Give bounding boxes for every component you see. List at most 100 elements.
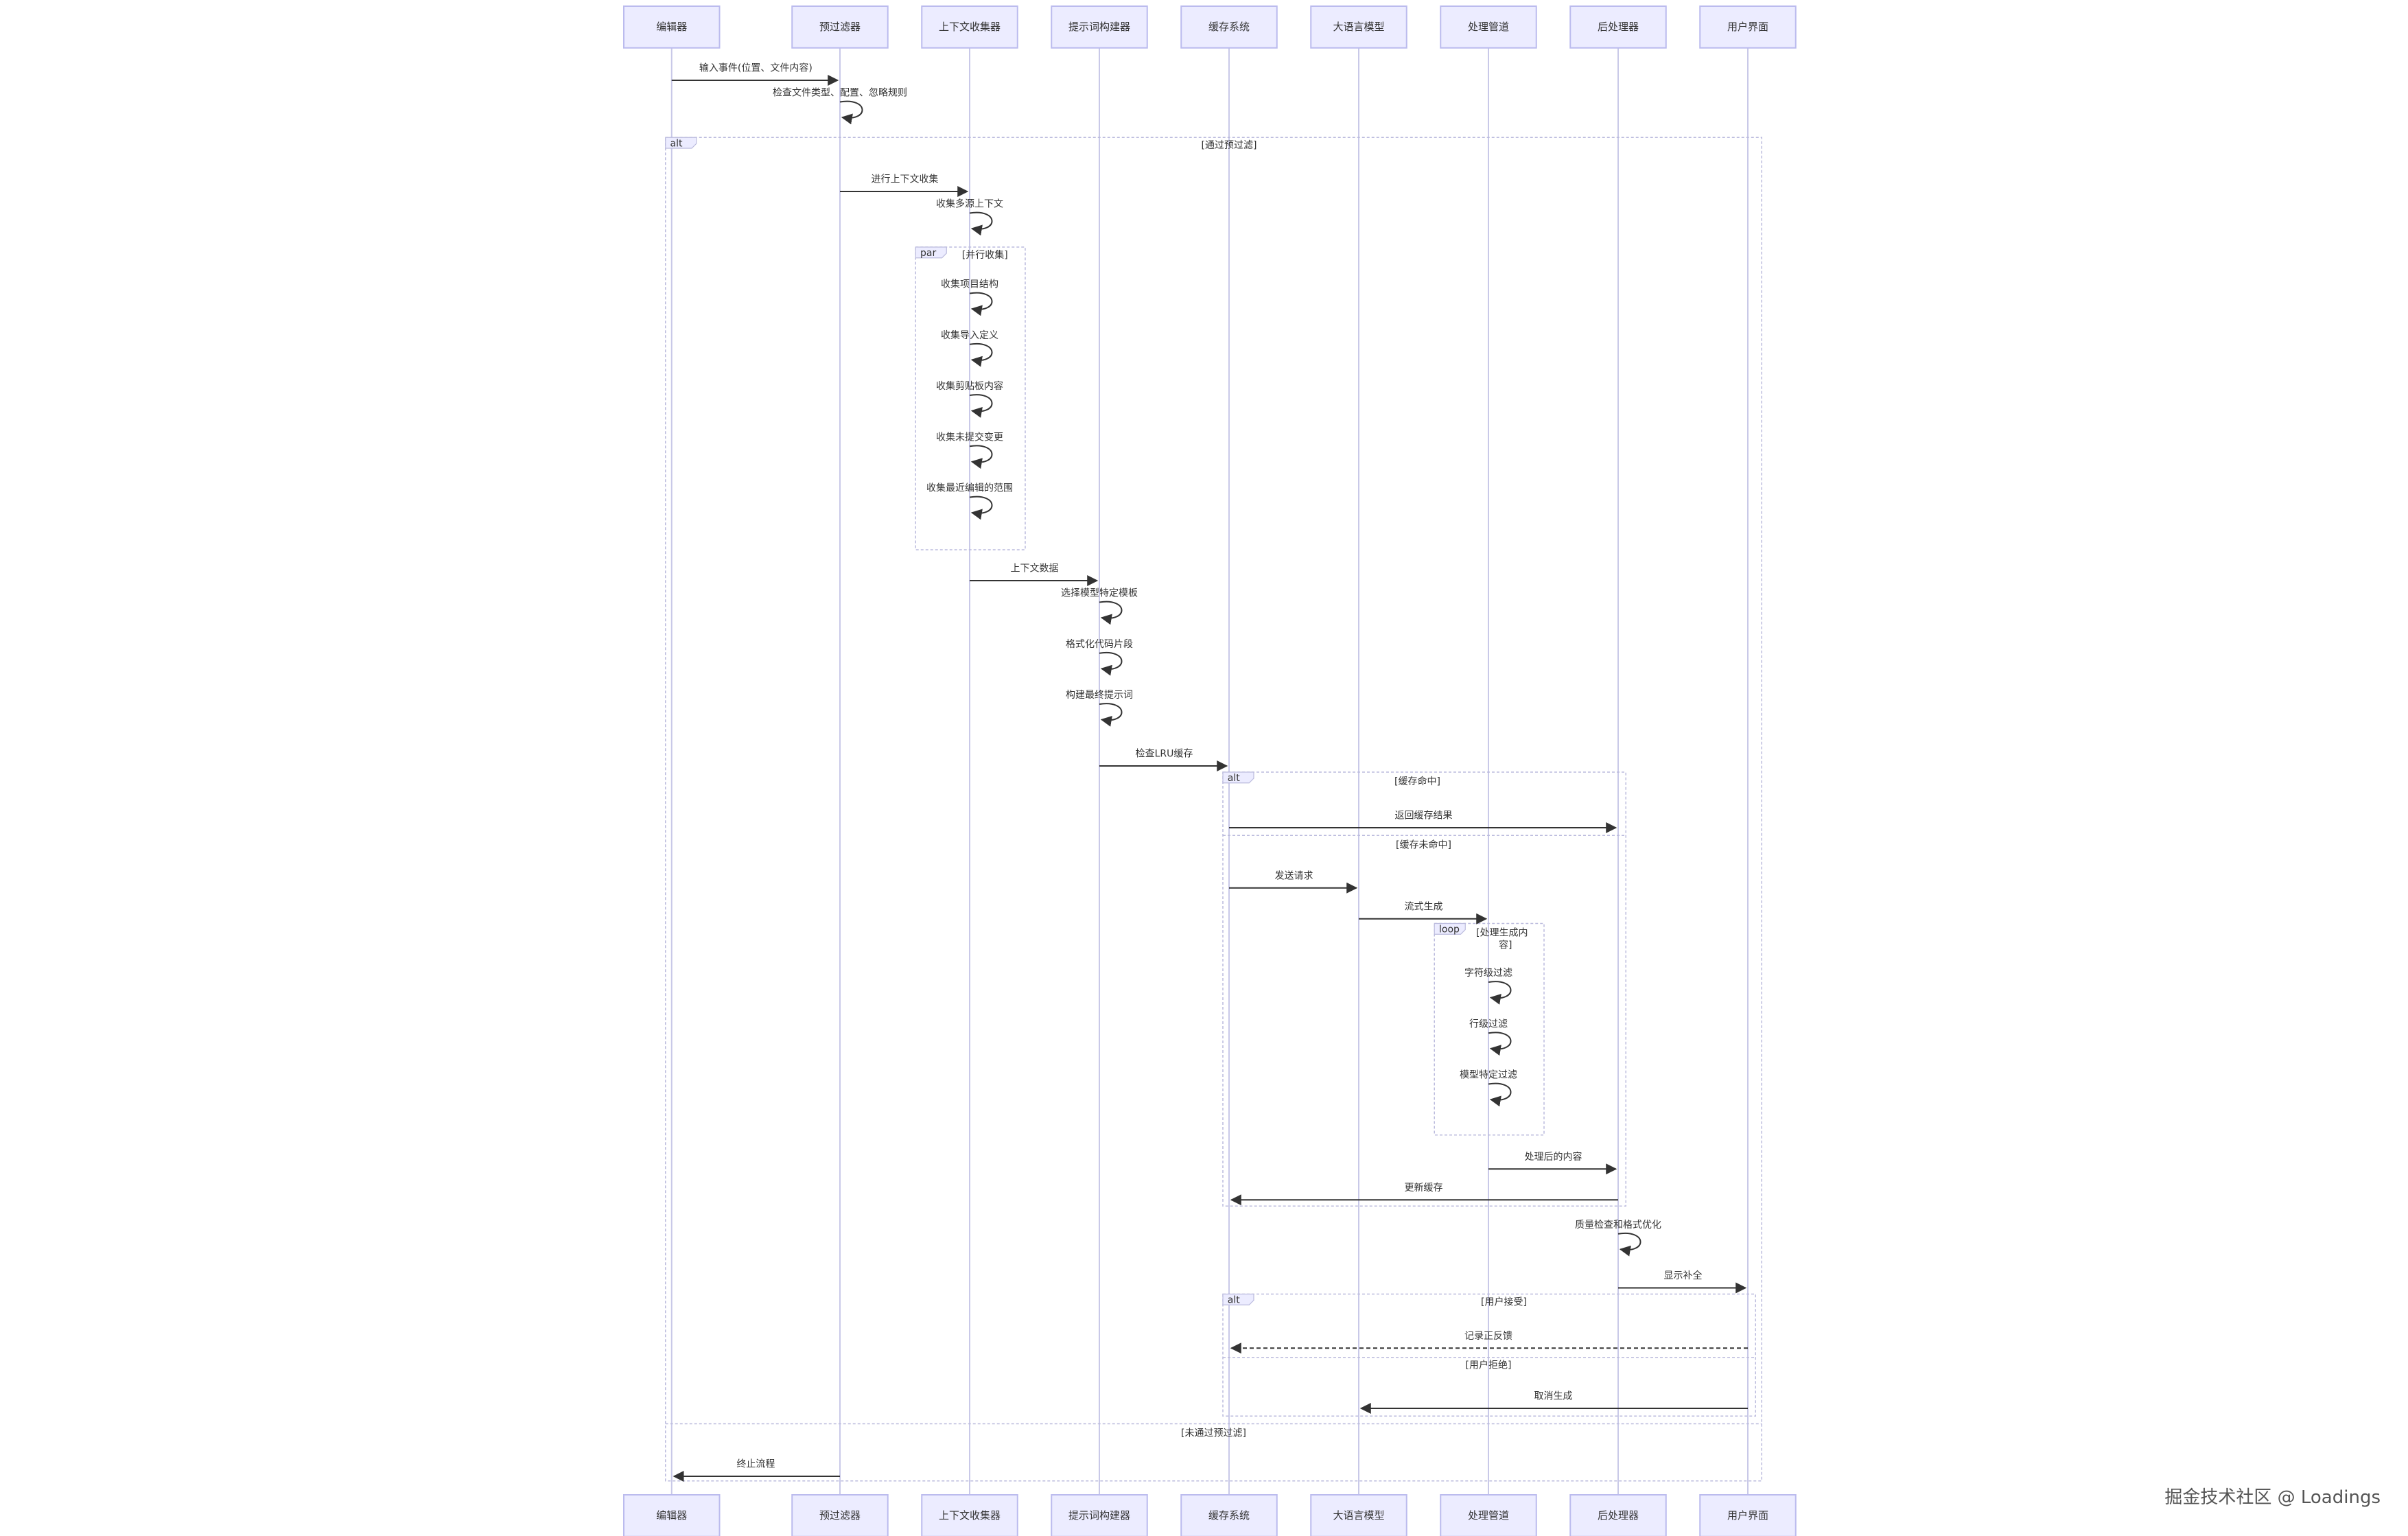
frame-condition: [用户接受]: [1481, 1296, 1527, 1307]
actor-prefilter-top: 预过滤器: [791, 5, 889, 49]
frame-kind-label: loop: [1439, 924, 1460, 935]
frame-condition: [缓存命中]: [1394, 776, 1440, 787]
frame-kind-label: alt: [1228, 773, 1240, 784]
message-16: 发送请求: [1229, 870, 1358, 894]
message-label: 收集最近编辑的范围: [926, 482, 1013, 494]
message-label: 上下文数据: [1011, 563, 1059, 574]
message-label: 发送请求: [1275, 870, 1313, 881]
message-24: 显示补全: [1618, 1270, 1747, 1294]
message-label: 输入事件(位置、文件内容): [699, 62, 813, 74]
frame-alt-prefilter: alt [通过预过滤] [未通过预过滤]: [665, 137, 1762, 1482]
actor-cache-bottom: 缓存系统: [1180, 1494, 1278, 1536]
message-label: 检查LRU缓存: [1136, 749, 1193, 760]
message-4: 收集多源上下文: [936, 198, 1003, 236]
actor-label: 处理管道: [1468, 1509, 1509, 1522]
actor-label: 缓存系统: [1208, 21, 1250, 33]
message-label: 收集导入定义: [941, 329, 998, 341]
message-8: 收集未提交变更: [936, 431, 1003, 469]
actor-label: 提示词构建器: [1068, 21, 1130, 33]
message-label: 模型特定过滤: [1460, 1070, 1517, 1081]
actor-prompt_builder-bottom: 提示词构建器: [1051, 1494, 1148, 1536]
message-9: 收集最近编辑的范围: [926, 482, 1013, 520]
message-label: 显示补全: [1664, 1270, 1703, 1281]
frame-kind-label: alt: [1228, 1295, 1240, 1306]
actor-prompt_builder-top: 提示词构建器: [1051, 5, 1148, 49]
message-label: 行级过滤: [1469, 1019, 1508, 1029]
message-1: 输入事件(位置、文件内容): [671, 62, 839, 86]
actor-label: 缓存系统: [1208, 1509, 1250, 1522]
frame-condition: [缓存未命中]: [1396, 839, 1451, 850]
message-15: 返回缓存结果: [1229, 811, 1617, 833]
actor-label: 后处理器: [1598, 21, 1639, 33]
actor-ui-top: 用户界面: [1699, 5, 1797, 49]
message-26: 取消生成: [1359, 1391, 1748, 1414]
message-6: 收集导入定义: [941, 329, 998, 367]
actor-prefilter-bottom: 预过滤器: [791, 1494, 889, 1536]
actor-label: 预过滤器: [819, 21, 861, 33]
actor-postprocessor-top: 后处理器: [1569, 5, 1667, 49]
message-label: 格式化代码片段: [1066, 639, 1133, 650]
actor-label: 大语言模型: [1333, 1509, 1384, 1522]
message-3: 进行上下文收集: [840, 174, 969, 197]
message-label: 质量检查和格式优化: [1575, 1220, 1661, 1231]
message-label: 返回缓存结果: [1395, 811, 1453, 822]
actor-label: 预过滤器: [819, 1509, 861, 1522]
frame-condition: [未通过预过滤]: [1181, 1428, 1246, 1439]
actor-label: 编辑器: [656, 1509, 687, 1522]
message-label: 流式生成: [1405, 901, 1443, 912]
actor-cache-top: 缓存系统: [1180, 5, 1278, 49]
message-label: 收集多源上下文: [936, 198, 1003, 210]
frame-condition: [处理生成内: [1476, 928, 1528, 939]
message-7: 收集剪贴板内容: [936, 380, 1003, 418]
watermark: 掘金技术社区 @ Loadings: [2164, 1487, 2381, 1508]
message-label: 进行上下文收集: [872, 174, 939, 185]
actor-ui-bottom: 用户界面: [1699, 1494, 1797, 1536]
message-2: 检查文件类型、配置、忽略规则: [773, 88, 907, 125]
actor-pipeline-bottom: 处理管道: [1440, 1494, 1537, 1536]
message-10: 上下文数据: [970, 563, 1099, 586]
message-22: 更新缓存: [1230, 1183, 1618, 1206]
frame-condition: [用户拒绝]: [1466, 1360, 1512, 1371]
actor-pipeline-top: 处理管道: [1440, 5, 1537, 49]
message-19: 行级过滤: [1469, 1019, 1512, 1056]
message-label: 字符级过滤: [1464, 968, 1512, 979]
frame-condition: [通过预过滤]: [1202, 140, 1257, 151]
frame-alt-cache: alt [缓存命中] [缓存未命中]: [1222, 771, 1626, 1207]
actor-label: 大语言模型: [1333, 21, 1384, 33]
message-label: 终止流程: [736, 1459, 775, 1470]
message-25: 记录正反馈: [1230, 1331, 1748, 1354]
message-21: 处理后的内容: [1488, 1151, 1617, 1175]
actor-label: 上下文收集器: [939, 1509, 1001, 1522]
message-label: 收集剪贴板内容: [936, 380, 1003, 392]
message-label: 更新缓存: [1405, 1183, 1443, 1194]
message-label: 选择模型特定模板: [1061, 588, 1138, 599]
actor-editor-top: 编辑器: [623, 5, 721, 49]
message-label: 取消生成: [1534, 1391, 1573, 1402]
message-14: 检查LRU缓存: [1099, 749, 1228, 771]
message-12: 格式化代码片段: [1066, 639, 1133, 676]
actor-llm-top: 大语言模型: [1310, 5, 1407, 49]
actor-label: 处理管道: [1468, 21, 1509, 33]
actor-context_collector-bottom: 上下文收集器: [921, 1494, 1018, 1536]
frame-condition: 容]: [1499, 940, 1512, 951]
message-label: 收集项目结构: [941, 279, 998, 290]
actor-label: 后处理器: [1598, 1509, 1639, 1522]
actor-label: 提示词构建器: [1068, 1509, 1130, 1522]
actor-label: 用户界面: [1727, 1509, 1768, 1522]
message-27: 终止流程: [673, 1459, 840, 1482]
frame-kind-label: alt: [670, 138, 683, 149]
actor-editor-bottom: 编辑器: [623, 1494, 721, 1536]
frame-alt-user: alt [用户接受] [用户拒绝]: [1222, 1293, 1756, 1417]
message-label: 收集未提交变更: [936, 431, 1003, 443]
actor-label: 上下文收集器: [939, 21, 1001, 33]
message-label: 检查文件类型、配置、忽略规则: [773, 88, 907, 99]
message-20: 模型特定过滤: [1460, 1070, 1517, 1107]
message-17: 流式生成: [1359, 901, 1488, 924]
message-label: 构建最终提示词: [1066, 690, 1133, 701]
message-11: 选择模型特定模板: [1061, 588, 1138, 625]
actor-llm-bottom: 大语言模型: [1310, 1494, 1407, 1536]
frame-par: par [并行收集]: [915, 246, 1026, 550]
message-18: 字符级过滤: [1464, 968, 1512, 1005]
